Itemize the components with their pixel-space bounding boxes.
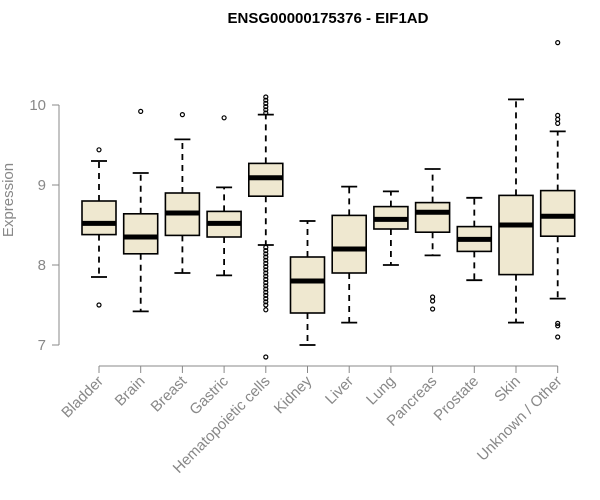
outlier-point: [263, 292, 269, 298]
iqr-box: [498, 194, 534, 276]
outlier-point: [555, 39, 561, 46]
y-axis: 7 8 9 10: [29, 97, 60, 354]
box-brain: [122, 108, 159, 313]
y-axis-label: Expression: [0, 163, 17, 237]
iqr-box: [414, 201, 451, 234]
x-tick-label: Bladder: [58, 373, 107, 422]
outlier-point: [263, 302, 269, 308]
box-bladder: [81, 147, 117, 308]
iqr-box: [331, 214, 368, 274]
outlier-point: [263, 110, 269, 116]
outlier-point: [263, 307, 269, 313]
outlier-point: [263, 257, 269, 263]
outlier-point: [263, 276, 269, 282]
outlier-point: [263, 107, 269, 113]
box-gastric: [206, 115, 242, 277]
outlier-point: [263, 273, 269, 279]
outlier-point: [263, 248, 269, 254]
outlier-point: [263, 296, 269, 302]
outlier-point: [430, 298, 436, 304]
x-tick-label: Breast: [148, 372, 191, 415]
outlier-point: [430, 306, 436, 312]
outlier-point: [555, 320, 561, 326]
outlier-point: [96, 147, 102, 153]
outlier-point: [263, 103, 269, 110]
outlier-point: [263, 267, 269, 273]
box-unknown-other: [539, 39, 576, 340]
y-tick-label: 9: [38, 177, 46, 194]
outlier-point: [263, 94, 269, 100]
iqr-box: [81, 200, 117, 236]
outlier-point: [263, 97, 269, 103]
chart-title: ENSG00000175376 - EIF1AD: [228, 10, 429, 27]
box-liver: [331, 185, 368, 324]
outlier-point: [263, 283, 269, 289]
outlier-point: [263, 254, 269, 260]
outlier-point: [263, 251, 269, 257]
outlier-point: [263, 260, 269, 266]
outlier-point: [221, 115, 227, 121]
x-tick-label: Liver: [322, 373, 357, 408]
outlier-point: [263, 354, 269, 360]
box-prostate: [456, 196, 493, 282]
outlier-point: [263, 280, 269, 286]
outlier-point: [179, 111, 185, 118]
box-series: [81, 39, 576, 360]
box-pancreas: [414, 168, 451, 312]
outlier-point: [138, 108, 144, 115]
x-tick-label: Brain: [112, 373, 149, 410]
iqr-box: [289, 256, 326, 314]
iqr-box: [122, 213, 159, 255]
outlier-point: [96, 302, 102, 308]
outlier-point: [263, 100, 269, 107]
outlier-point: [263, 244, 269, 250]
box-hematopoietic-cells: [248, 94, 284, 360]
box-kidney: [289, 220, 326, 346]
outlier-point: [555, 334, 561, 340]
box-skin: [498, 98, 534, 324]
outlier-point: [555, 323, 561, 329]
iqr-box: [539, 189, 576, 238]
y-tick-label: 8: [38, 257, 46, 274]
outlier-point: [263, 264, 269, 270]
outlier-point: [263, 299, 269, 305]
y-tick-label: 7: [38, 337, 46, 354]
box-lung: [373, 190, 409, 266]
x-tick-label: Prostate: [431, 373, 483, 425]
x-tick-label: Skin: [491, 373, 524, 406]
outlier-point: [555, 120, 561, 127]
outlier-point: [263, 270, 269, 276]
box-breast: [164, 111, 201, 274]
outlier-point: [430, 294, 436, 300]
outlier-point: [263, 289, 269, 295]
outlier-point: [263, 286, 269, 292]
x-tick-label: Kidney: [271, 372, 316, 417]
x-tick-label: Lung: [363, 373, 399, 409]
y-tick-label: 10: [29, 97, 46, 114]
